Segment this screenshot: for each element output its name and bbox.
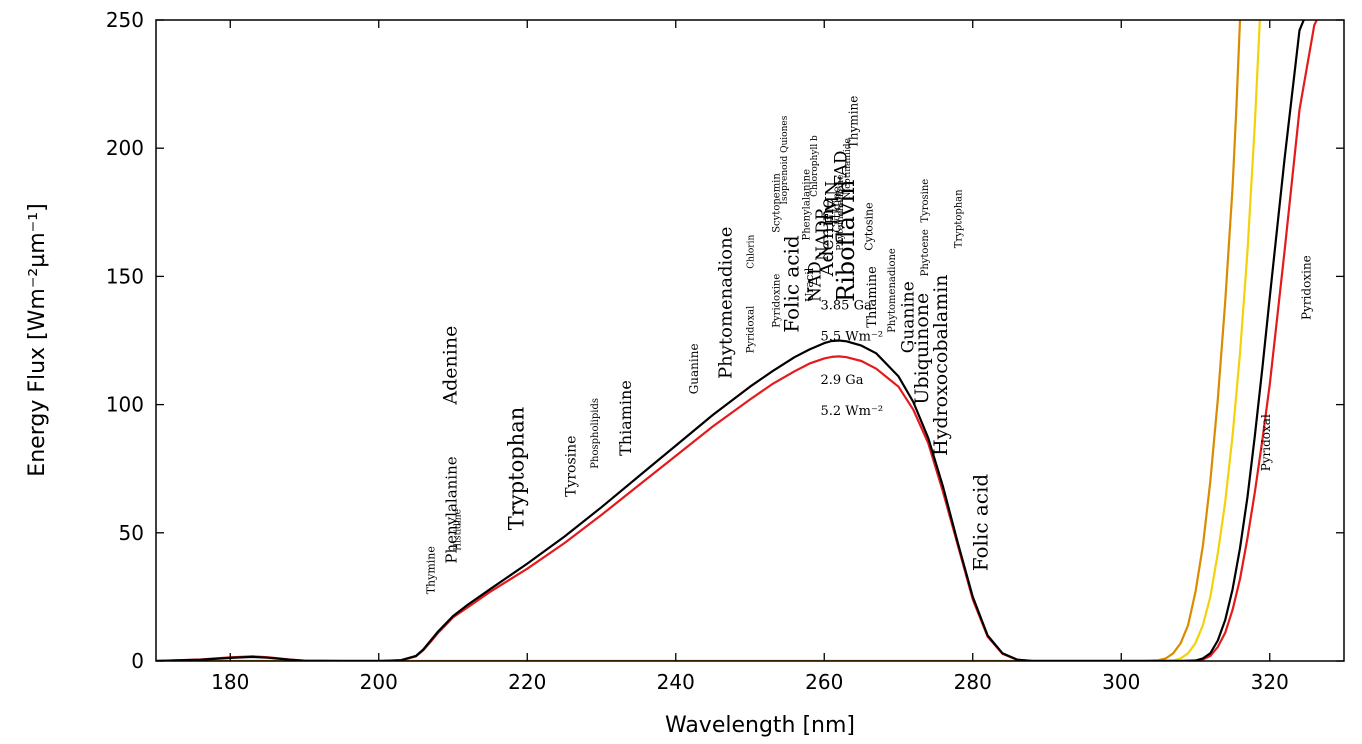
- x-tick-label: 180: [211, 670, 249, 694]
- molecule-label: Chlorophyll b: [810, 135, 820, 197]
- tick-layer: 180 200 220 240 260 280 300 320 0 50 100 150 200 250: [106, 8, 1344, 694]
- plot-border: [155, 19, 1345, 662]
- molecule-label: Scytonemin: [772, 173, 783, 233]
- molecule-label: Riboflavin: [832, 179, 860, 302]
- curve-annotation: 5.2 Wm⁻²: [821, 404, 884, 419]
- curve-annotation: 3.85 Ga: [821, 299, 872, 314]
- molecule-label: Chlorin: [747, 235, 757, 269]
- x-tick-label: 260: [805, 670, 843, 694]
- molecule-label: Folic acid: [779, 235, 803, 333]
- molecule-label: Tyrosine: [920, 179, 931, 223]
- x-tick-label: 320: [1251, 670, 1289, 694]
- x-tick-label: 280: [954, 670, 992, 694]
- molecule-label: Cytosine: [863, 202, 876, 250]
- x-axis-title: Wavelength [nm]: [665, 713, 855, 738]
- y-tick-label: 150: [106, 264, 144, 288]
- series-line-1: [156, 20, 1318, 661]
- curve-layer: [156, 20, 1318, 661]
- molecule-label: Phenylalanine: [801, 169, 812, 241]
- molecule-label-layer: ThyminePhenylalanineHistidineAdenineTryp…: [424, 96, 1313, 595]
- molecule-label: Pyridoxine: [1300, 255, 1314, 320]
- molecule-label: Phospholipids: [590, 398, 601, 469]
- x-tick-label: 200: [360, 670, 398, 694]
- molecule-label: Tryptophan: [505, 407, 529, 530]
- x-tick-label: 300: [1102, 670, 1140, 694]
- molecule-label: FAD: [832, 150, 852, 186]
- molecule-label: Thiamine: [865, 266, 880, 328]
- molecule-label: Pyridoxal: [1259, 414, 1273, 471]
- molecule-label: Pyridoxal: [746, 306, 757, 354]
- molecule-label: Histidine: [453, 509, 463, 551]
- molecule-label: Uracil: [803, 267, 816, 302]
- curve-annotation: 5.5 Wm⁻²: [821, 330, 884, 345]
- molecule-label: Thiamine: [616, 380, 635, 456]
- molecule-label: Phytomenadione: [887, 248, 898, 333]
- y-tick-label: 250: [106, 8, 144, 32]
- molecule-label: Ubiquinone: [911, 293, 933, 405]
- series-line-3: [156, 20, 1261, 661]
- molecule-label: Nicotinamide: [843, 138, 853, 199]
- molecule-label: Hydroxocobalamin: [930, 274, 952, 455]
- x-tick-label: 240: [657, 670, 695, 694]
- molecule-label: Tryptophan: [954, 189, 965, 248]
- molecule-label: Phenylalanine: [443, 456, 461, 563]
- molecule-label: Thymine: [847, 96, 861, 149]
- molecule-label: Guanine: [687, 343, 701, 394]
- y-tick-label: 0: [131, 649, 144, 673]
- molecule-label: NAD: [806, 261, 826, 302]
- molecule-label: Phytoene: [920, 229, 931, 276]
- series-line-0: [156, 20, 1305, 661]
- annotation-layer: 3.85 Ga 5.5 Wm⁻² 2.9 Ga 5.2 Wm⁻²: [821, 299, 884, 419]
- series-line-2: [156, 20, 1242, 661]
- molecule-label: Adenine: [440, 326, 462, 406]
- y-axis-title: Energy Flux [Wm⁻²µm⁻¹]: [25, 203, 50, 476]
- molecule-label: Cytidine: [831, 186, 844, 233]
- molecule-label: Adenine: [816, 197, 838, 277]
- molecule-label: Phytomenadione: [836, 175, 846, 251]
- molecule-label: Tyrosine: [564, 436, 580, 497]
- molecule-label: Pyridoxine: [772, 274, 783, 328]
- molecule-label: Phytomenadione: [715, 227, 736, 379]
- molecule-label: Folic acid: [969, 474, 993, 572]
- molecule-label: Guanine: [898, 281, 918, 353]
- y-tick-label: 50: [119, 521, 144, 545]
- molecule-label: FMN: [823, 181, 843, 225]
- molecule-label: NADP: [813, 209, 833, 261]
- y-tick-label: 100: [106, 393, 144, 417]
- plot-frame: [155, 19, 1345, 662]
- y-tick-label: 200: [106, 136, 144, 160]
- molecule-label: Thymine: [424, 546, 437, 594]
- x-tick-label: 220: [508, 670, 546, 694]
- molecule-label: Isoprenoid Quiones: [780, 115, 790, 204]
- curve-annotation: 2.9 Ga: [821, 373, 864, 388]
